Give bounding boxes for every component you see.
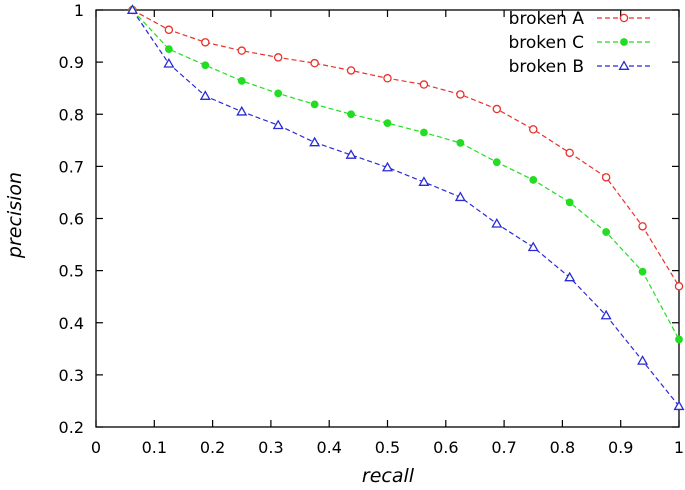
data-point-broken-a [237,46,246,55]
data-point-broken-b [564,271,576,282]
series-line-broken-b [131,9,680,407]
data-point-broken-c [492,158,501,167]
x-tick-label: 0.5 [375,438,400,457]
legend-entry-broken-a: broken A [509,9,651,29]
y-tick-label: 0.6 [59,210,84,229]
data-point-broken-b [199,90,211,100]
data-point-broken-a [638,222,647,231]
y-tick-label: 1 [74,1,84,20]
x-tick-label: 0.8 [550,438,575,457]
data-point-broken-a [201,38,210,47]
data-point-broken-a [492,104,502,114]
data-point-broken-b [236,105,248,116]
data-point-broken-a [601,173,611,182]
data-point-broken-b [418,176,430,186]
legend-label-broken-b: broken B [509,57,584,77]
series-line-broken-a [132,9,680,287]
x-tick-label: 0.9 [608,438,633,457]
data-point-broken-c [310,100,319,109]
data-point-broken-a [565,148,574,158]
data-point-broken-b [345,149,357,159]
data-point-broken-b [163,57,175,68]
data-point-broken-b [491,218,503,228]
series-broken-b [126,4,685,411]
x-tick-label: 0.4 [316,438,341,457]
data-point-broken-a [346,66,356,75]
x-tick-label: 0.3 [258,438,283,457]
y-tick-label: 0.4 [59,314,84,333]
legend-label-broken-a: broken A [509,9,585,29]
y-tick-label: 0.5 [59,262,84,281]
x-tick-label: 0.1 [142,438,167,457]
y-tick-label: 0.3 [59,366,84,385]
data-point-broken-a [383,74,392,83]
data-point-broken-a [164,25,174,35]
legend-entry-broken-b: broken B [509,57,651,77]
y-tick-label: 0.8 [59,105,84,124]
data-point-broken-b [527,241,539,252]
plot-frame [95,9,680,428]
data-point-broken-c [237,76,246,85]
series-line-broken-c [132,9,680,340]
data-point-broken-b [381,161,394,172]
x-axis-title: recall [362,465,415,487]
y-axis-title: precision [4,172,26,259]
legend-marker-broken-c [620,38,628,46]
legend-marker-broken-b [618,60,630,70]
data-point-broken-c [602,228,611,236]
data-point-broken-a [674,282,684,291]
data-point-broken-a [310,58,319,68]
data-point-broken-c [420,128,428,137]
data-point-broken-b [272,119,284,130]
series-broken-a [128,5,684,291]
y-tick-label: 0.7 [59,157,84,176]
data-point-broken-c [164,45,173,53]
data-point-broken-b [126,4,138,14]
data-point-broken-c [675,335,683,344]
y-tick-label: 0.9 [59,53,84,72]
data-point-broken-b [637,355,649,365]
y-tick-label: 0.2 [59,418,84,437]
data-point-broken-c [274,89,283,98]
legend-label-broken-c: broken C [508,33,584,53]
data-point-broken-c [456,139,465,147]
data-point-broken-c [347,110,355,119]
legend-entry-broken-c: broken C [508,33,651,53]
x-tick-label: 0 [91,438,101,457]
legend-marker-broken-a [619,13,629,23]
data-point-broken-a [419,80,429,89]
x-tick-label: 0.2 [200,438,225,457]
x-tick-label: 0.7 [491,438,516,457]
data-point-broken-c [565,198,574,207]
data-point-broken-c [529,176,538,184]
data-point-broken-c [201,61,210,70]
data-point-broken-a [273,53,283,62]
data-point-broken-c [383,119,392,128]
data-point-broken-b [454,191,466,202]
x-tick-label: 1 [674,438,684,457]
data-point-broken-c [638,267,647,276]
data-point-broken-b [600,309,612,320]
data-point-broken-b [673,400,685,411]
x-tick-label: 0.6 [433,438,458,457]
data-point-broken-b [309,136,321,147]
data-point-broken-a [529,125,538,134]
data-point-broken-a [456,90,465,99]
